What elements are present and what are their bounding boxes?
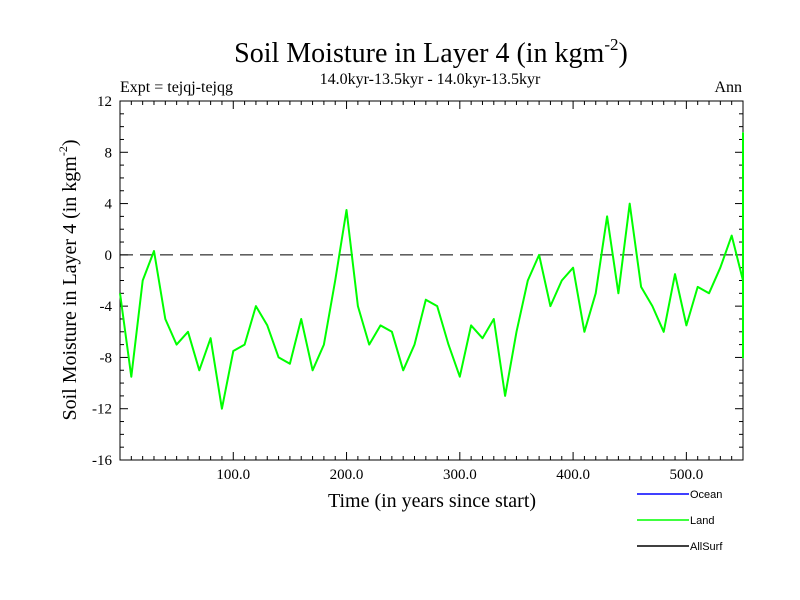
y-tick-label: 12: [97, 94, 112, 110]
series-group: [119, 132, 744, 410]
y-tick-label: -16: [92, 453, 112, 469]
x-tick-label: 300.0: [443, 467, 477, 483]
chart-title-superscript: -2: [604, 35, 618, 54]
y-axis-label: Soil Moisture in Layer 4 (in kgm-2): [56, 139, 81, 420]
legend-label-land: Land: [690, 515, 714, 527]
y-axis-label-main: Soil Moisture in Layer 4 (in kgm: [59, 156, 81, 421]
legend-label-allsurf: AllSurf: [690, 541, 723, 553]
y-axis-ticks: -16 -12 -8 -4 0 4 8 12: [92, 94, 743, 469]
legend-label-ocean: Ocean: [690, 489, 722, 501]
y-tick-label: 8: [105, 145, 113, 161]
series-line-land: [119, 132, 744, 410]
y-tick-label: -4: [100, 299, 113, 315]
chart-title: Soil Moisture in Layer 4 (in kgm-2): [234, 35, 628, 69]
y-tick-label: -12: [92, 402, 112, 418]
season-label: Ann: [714, 79, 742, 96]
x-axis-label: Time (in years since start): [328, 490, 536, 512]
x-tick-label: 400.0: [556, 467, 590, 483]
x-tick-label: 500.0: [669, 467, 703, 483]
y-tick-label: -8: [100, 350, 113, 366]
chart-title-close: ): [619, 38, 628, 69]
x-tick-label: 200.0: [330, 467, 364, 483]
y-axis-label-close: ): [59, 139, 81, 146]
chart-title-main: Soil Moisture in Layer 4 (in kgm: [234, 38, 604, 69]
x-tick-label: 100.0: [216, 467, 250, 483]
expt-label: Expt = tejqj-tejqg: [120, 79, 233, 96]
plot-frame: [119, 100, 744, 461]
y-tick-label: 4: [105, 197, 113, 213]
y-axis-label-superscript: -2: [56, 146, 70, 156]
legend: Ocean Land AllSurf: [637, 489, 723, 553]
y-tick-label: 0: [105, 248, 113, 264]
chart-subtitle: 14.0kyr-13.5kyr - 14.0kyr-13.5kyr: [320, 71, 541, 88]
x-axis-ticks: 100.0 200.0 300.0 400.0 500.0: [130, 101, 733, 483]
